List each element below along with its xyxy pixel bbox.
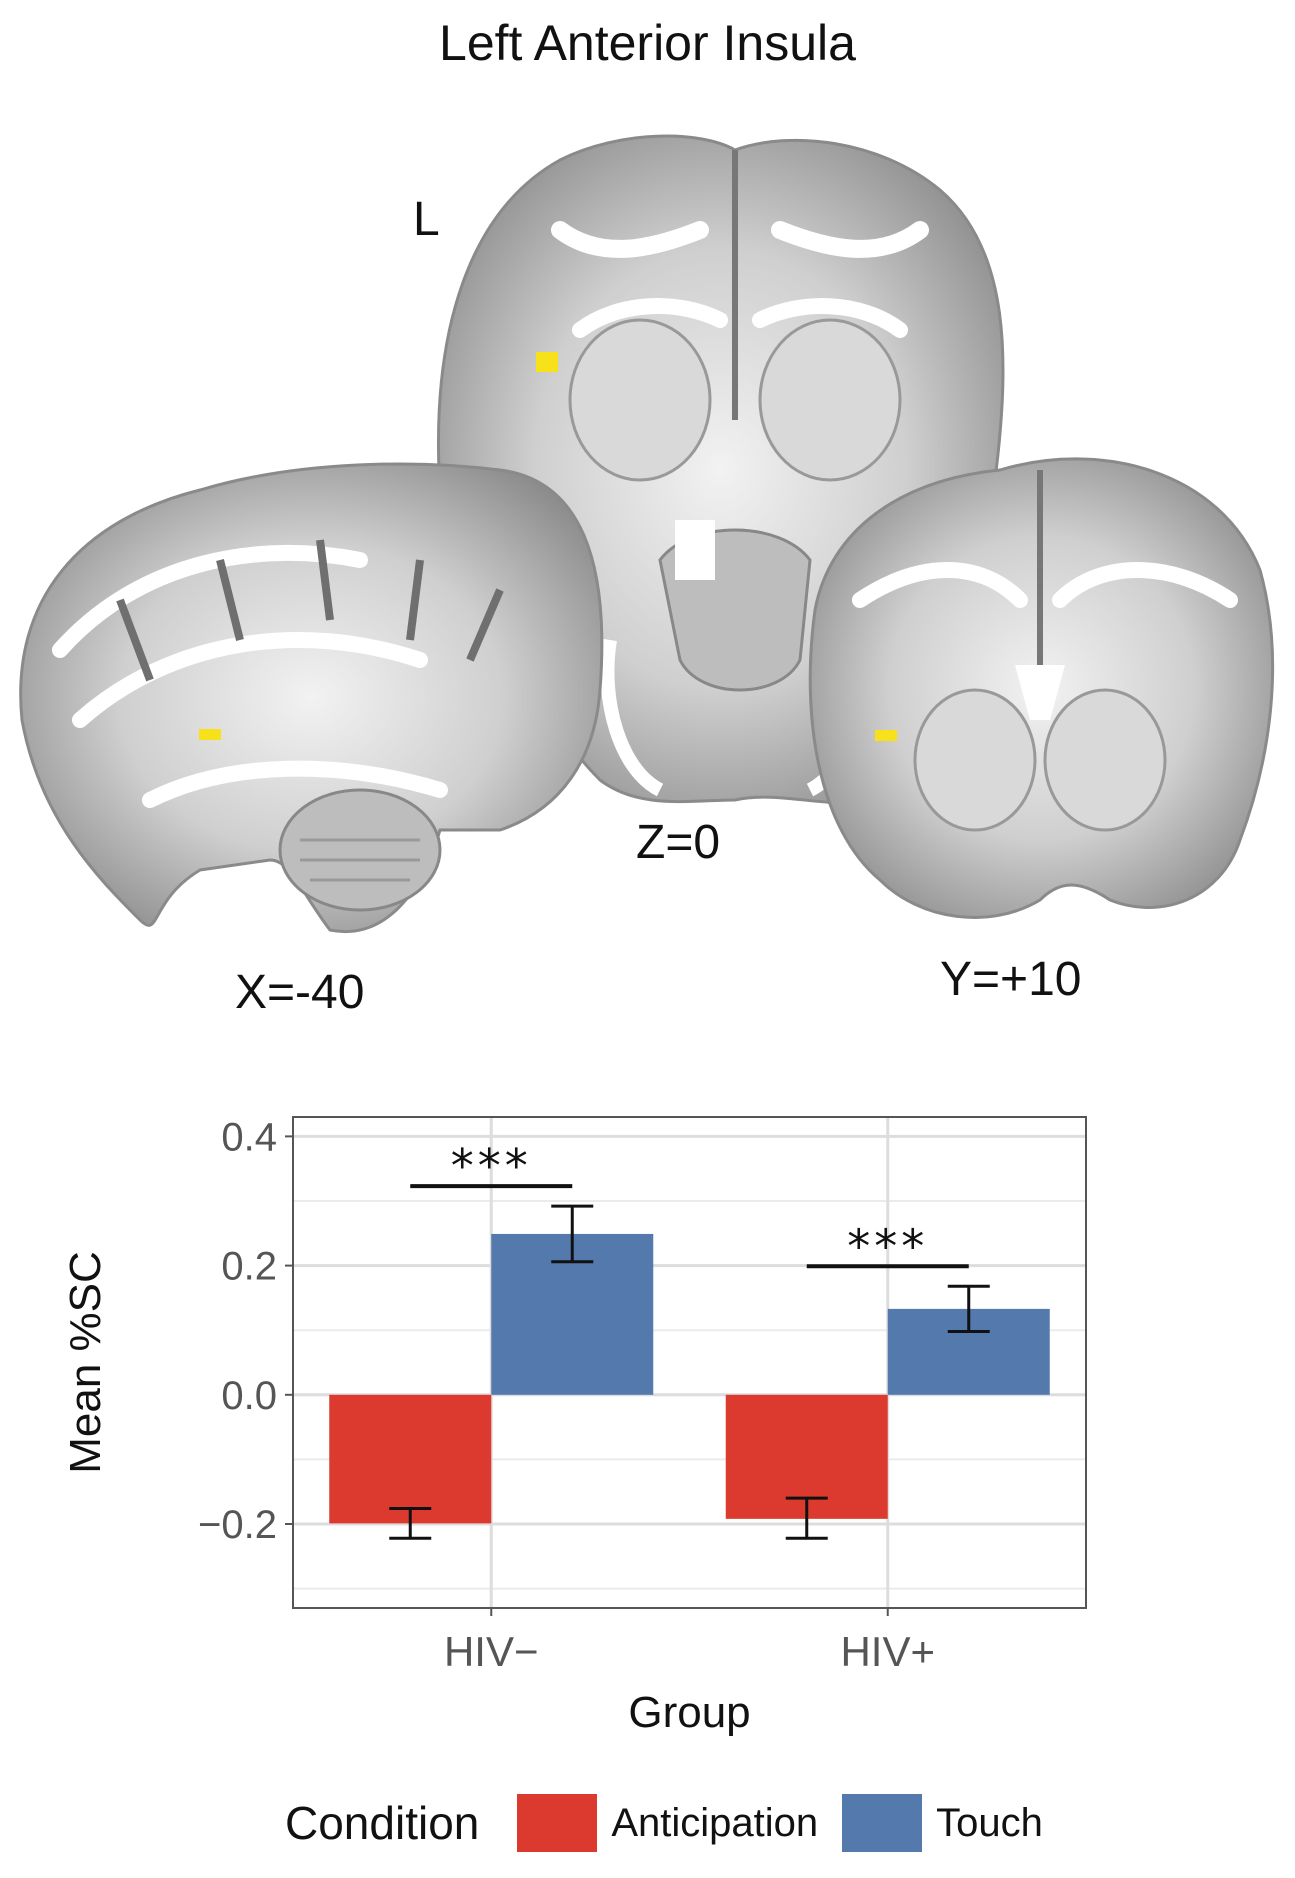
- orientation-label: L: [413, 193, 440, 246]
- legend-label-anticipation: Anticipation: [611, 1800, 819, 1845]
- brain-slices: [19, 134, 1275, 933]
- y-tick-label: 0.2: [221, 1245, 277, 1289]
- legend-label-touch: Touch: [936, 1800, 1043, 1845]
- legend-item-touch: Touch: [842, 1794, 1043, 1852]
- error-bars: [389, 1204, 990, 1540]
- significance-markers: *** ***: [410, 1139, 969, 1273]
- legend-item-anticipation: Anticipation: [517, 1794, 818, 1852]
- legend: Condition Anticipation Touch: [285, 1788, 1043, 1858]
- x-tick-label: HIV−: [444, 1628, 539, 1675]
- figure-title: Left Anterior Insula: [439, 15, 856, 71]
- legend-swatch-anticipation: [517, 1794, 598, 1852]
- roi-marker-axial: [536, 352, 558, 372]
- legend-swatch-touch: [842, 1794, 923, 1852]
- y-tick-label: 0.4: [221, 1115, 277, 1159]
- bar-anticipation-1: [329, 1394, 492, 1524]
- y-axis-title: Mean %SC: [61, 1251, 110, 1474]
- sagittal-slice: [19, 462, 604, 933]
- coronal-coordinate-label: Y=+10: [940, 953, 1082, 1006]
- sagittal-coordinate-label: X=-40: [235, 966, 365, 1019]
- y-tick-label: 0.0: [221, 1374, 277, 1418]
- significance-label: ***: [451, 1139, 532, 1193]
- significance-label: ***: [847, 1219, 928, 1273]
- x-axis-title: Group: [628, 1688, 750, 1737]
- y-tick-labels: 0.4 0.2 0.0 −0.2: [198, 1115, 293, 1547]
- y-tick-label: −0.2: [198, 1503, 277, 1547]
- axial-coordinate-label: Z=0: [636, 816, 721, 869]
- legend-title: Condition: [285, 1797, 480, 1849]
- bars: [329, 1233, 1050, 1524]
- roi-marker-coronal: [875, 730, 897, 741]
- bar-chart: *** *** 0.4 0.2 0.0 −0.2 HIV− HIV+ Mean %SC G…: [61, 1115, 1087, 1737]
- x-tick-label: HIV+: [840, 1628, 935, 1675]
- x-tick-labels: HIV− HIV+: [444, 1608, 935, 1675]
- roi-marker-sagittal: [199, 729, 221, 740]
- plot-frame: [292, 1116, 1087, 1609]
- coronal-slice: [808, 457, 1275, 919]
